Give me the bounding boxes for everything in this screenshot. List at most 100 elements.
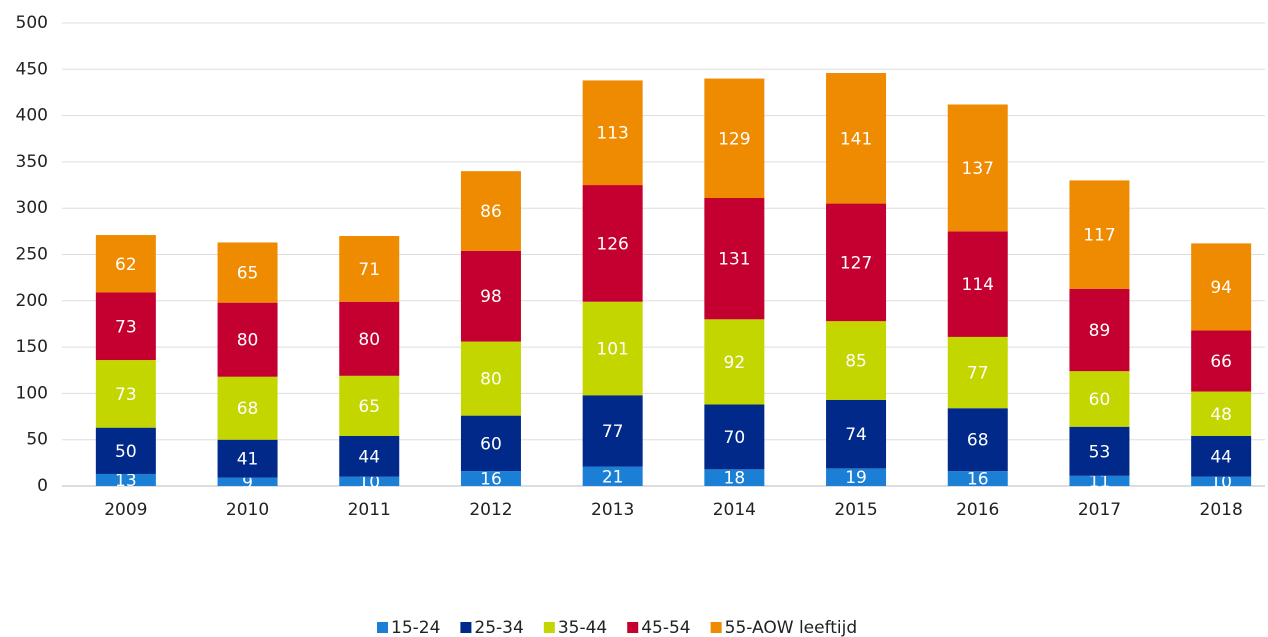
data-label: 117	[1083, 226, 1115, 246]
bar-segment	[339, 476, 400, 486]
y-tick-label: 400	[16, 106, 48, 126]
bar-segment	[947, 104, 1008, 232]
data-label: 114	[962, 275, 994, 295]
data-label: 70	[724, 428, 746, 448]
legend: 15-24 25-34 35-44 45-54 55-AOW leeftijd	[377, 618, 857, 637]
bar-segment	[1191, 243, 1252, 331]
data-label: 16	[967, 470, 989, 490]
y-tick-label: 350	[16, 152, 48, 172]
data-label: 53	[1089, 442, 1111, 462]
data-label: 65	[358, 397, 380, 417]
data-label: 101	[596, 339, 628, 359]
data-label: 73	[115, 317, 137, 337]
data-label: 9	[242, 473, 253, 493]
legend-label: 35-44	[558, 618, 607, 637]
data-label: 137	[962, 159, 994, 179]
bar-segment	[1069, 475, 1130, 486]
data-label: 92	[724, 353, 746, 373]
bar-segment	[947, 408, 1008, 472]
bar-segment	[826, 468, 887, 486]
bar-segment	[460, 471, 521, 486]
data-label: 141	[840, 129, 872, 149]
data-label: 65	[237, 264, 259, 284]
data-label: 16	[480, 470, 502, 490]
bar-segment	[339, 435, 400, 477]
data-label: 50	[115, 442, 137, 462]
bar-segment	[1191, 330, 1252, 392]
data-label: 127	[840, 253, 872, 273]
data-label: 89	[1089, 321, 1111, 341]
bar-segment	[1069, 180, 1130, 289]
bar-segment	[217, 376, 278, 440]
bar-segment	[826, 321, 887, 400]
legend-label: 15-24	[391, 618, 440, 637]
y-tick-label: 100	[16, 383, 48, 403]
data-label: 44	[358, 447, 380, 467]
bar-segment	[947, 231, 1008, 337]
x-tick-label: 2016	[956, 500, 999, 520]
data-label: 80	[358, 330, 380, 350]
y-tick-label: 250	[16, 245, 48, 265]
data-label: 98	[480, 287, 502, 307]
bar-segment	[95, 427, 156, 474]
bar-segment	[95, 360, 156, 428]
bar-segment	[217, 242, 278, 303]
data-label: 86	[480, 202, 502, 222]
legend-label: 55-AOW leeftijd	[725, 618, 858, 637]
bar-segment	[704, 469, 765, 486]
x-tick-label: 2012	[469, 500, 512, 520]
bar-segment	[339, 235, 400, 302]
data-label: 74	[845, 425, 867, 445]
bar-segment	[947, 336, 1008, 409]
x-tick-label: 2013	[591, 500, 634, 520]
data-label: 71	[358, 260, 380, 280]
bar-segment	[704, 319, 765, 405]
legend-swatch	[543, 622, 555, 633]
bar-segment	[95, 473, 156, 486]
data-label: 66	[1210, 352, 1232, 372]
x-tick-label: 2014	[713, 500, 756, 520]
x-tick-label: 2010	[226, 500, 269, 520]
bar-segment	[95, 235, 156, 293]
data-label: 80	[480, 370, 502, 390]
bar-segment	[460, 171, 521, 251]
data-label: 10	[1210, 472, 1232, 492]
data-label: 10	[358, 472, 380, 492]
bar-segment	[826, 399, 887, 469]
data-label: 60	[1089, 390, 1111, 410]
bar-segment	[1191, 391, 1252, 436]
bar-segment	[460, 415, 521, 472]
bar-segment	[339, 375, 400, 436]
x-tick-label: 2009	[104, 500, 147, 520]
data-label: 131	[718, 250, 750, 270]
bar-segment	[460, 341, 521, 416]
bar-segment	[582, 185, 643, 302]
bar-segment	[460, 250, 521, 342]
legend-label: 25-34	[474, 618, 523, 637]
bar-segment	[1191, 435, 1252, 477]
y-tick-label: 300	[16, 198, 48, 218]
data-label: 41	[237, 450, 259, 470]
data-label: 94	[1210, 278, 1232, 298]
data-label: 113	[596, 124, 628, 144]
y-tick-label: 50	[26, 430, 48, 450]
bar-segment	[339, 301, 400, 376]
data-label: 77	[602, 422, 624, 442]
bar-segment	[704, 404, 765, 470]
bar-segment	[217, 302, 278, 377]
legend-swatch	[710, 622, 722, 633]
data-label: 85	[845, 352, 867, 372]
data-label: 62	[115, 255, 137, 275]
bar-segment	[704, 198, 765, 320]
legend-label: 45-54	[641, 618, 690, 637]
legend-swatch	[377, 622, 388, 633]
data-label: 129	[718, 129, 750, 149]
bar-segment	[95, 292, 156, 361]
bar-segment	[826, 203, 887, 322]
x-tick-label: 2017	[1078, 500, 1121, 520]
data-label: 48	[1210, 405, 1232, 425]
bar-segment	[217, 439, 278, 478]
bar-segment	[826, 73, 887, 204]
data-label: 77	[967, 364, 989, 384]
bar-segment	[582, 80, 643, 186]
